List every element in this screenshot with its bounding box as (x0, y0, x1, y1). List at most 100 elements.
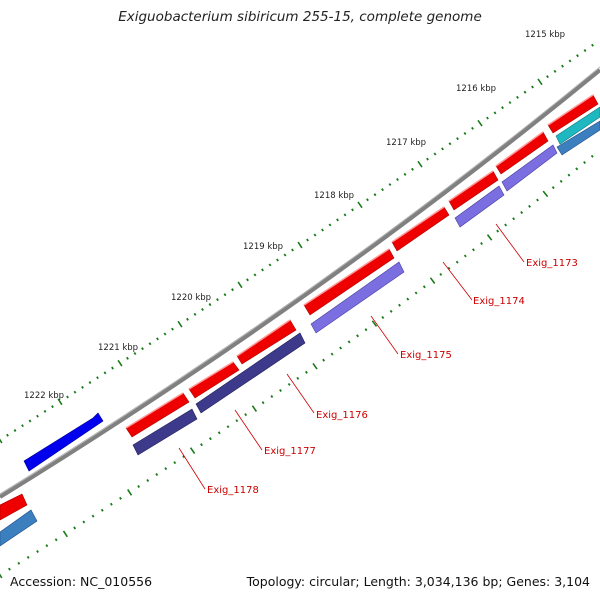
scale-tick (516, 95, 519, 99)
inner-scale-tick (590, 154, 594, 158)
scale-tick (448, 142, 452, 146)
inner-scale-ticks (0, 154, 594, 579)
inner-scale-tick (429, 277, 436, 284)
inner-scale-tick (536, 198, 539, 202)
inner-scale-tick (389, 309, 393, 313)
scale-tick (88, 381, 92, 385)
scale-tick (148, 342, 152, 346)
inner-scale-tick (512, 217, 516, 221)
scale-tick (208, 303, 212, 307)
scale-tick (126, 356, 129, 360)
scale-tick (366, 198, 369, 202)
gene-reverse-light (501, 144, 558, 192)
scale-tick (403, 172, 407, 176)
scale-tick (141, 347, 144, 351)
map-title: Exiguobacterium sibiricum 255-15, comple… (118, 9, 482, 25)
inner-scale-tick (91, 514, 95, 518)
scale-tick (357, 201, 363, 209)
scale-tick (306, 238, 309, 242)
inner-scale-tick (347, 340, 351, 344)
forward-genes (0, 94, 599, 521)
inner-scale-tick (155, 473, 159, 476)
inner-scale-tick (364, 328, 368, 332)
scale-label-1222: 1222 kbp (24, 391, 64, 401)
gene-label-exig-1174[interactable]: Exig_1174 (473, 296, 525, 307)
inner-scale-tick (45, 544, 49, 548)
scale-label-1218: 1218 kbp (314, 191, 354, 201)
inner-scale-tick (36, 550, 39, 553)
gene-steel-feature-top (556, 120, 600, 156)
scale-tick (546, 75, 549, 79)
inner-scale-tick (583, 161, 587, 165)
gene-steel-feature-bottom (0, 509, 38, 547)
gene-label-exig-1177[interactable]: Exig_1177 (264, 446, 316, 457)
inner-scale-tick (287, 382, 291, 386)
scale-tick (51, 405, 54, 409)
inner-scale-tick (496, 229, 500, 233)
inner-scale-tick (146, 479, 150, 482)
inner-scale-tick (182, 455, 186, 459)
inner-scale-tick (226, 425, 230, 429)
scale-label-1220: 1220 kbp (171, 293, 211, 303)
scale-tick (531, 85, 534, 89)
scale-tick (313, 233, 317, 237)
inner-scale-tick (575, 167, 579, 171)
scale-tick (508, 101, 512, 105)
scale-tick (553, 69, 557, 73)
inner-scale-tick (480, 242, 484, 246)
scale-tick (583, 48, 587, 53)
inner-scale-tick (463, 254, 467, 258)
scale-tick (328, 223, 332, 227)
scale-tick (291, 248, 294, 252)
scale-tick (426, 157, 429, 161)
scale-label-1216: 1216 kbp (456, 84, 496, 94)
scale-tick (463, 131, 467, 136)
scale-tick (343, 213, 347, 217)
inner-scale-tick (62, 530, 68, 538)
reverse-genes (132, 144, 558, 456)
gene-reverse-dark (132, 408, 198, 456)
scale-ticks (0, 43, 594, 444)
scale-tick (13, 429, 17, 432)
scale-tick (253, 273, 257, 277)
scale-tick (351, 208, 354, 212)
inner-scale-tick (173, 461, 177, 465)
inner-scale-tick (127, 489, 133, 496)
scale-tick (231, 288, 234, 292)
scale-tick (321, 228, 324, 232)
scale-tick (297, 241, 303, 249)
gene-label-exig-1178[interactable]: Exig_1178 (207, 485, 259, 496)
gene-label-exig-1175[interactable]: Exig_1175 (400, 350, 452, 361)
scale-tick (96, 376, 99, 380)
inner-scale-tick (322, 358, 326, 362)
scale-tick (477, 119, 483, 127)
scale-tick (186, 317, 189, 321)
inner-scale-tick (137, 485, 141, 488)
inner-scale-tick (422, 285, 426, 289)
scale-tick (36, 414, 39, 418)
scale-tick (0, 438, 3, 444)
scale-tick (66, 395, 69, 399)
scale-tick (471, 126, 474, 130)
inner-scale-tick (261, 401, 265, 405)
gene-label-exig-1173[interactable]: Exig_1173 (526, 258, 578, 269)
inner-scale-tick (251, 405, 258, 412)
inner-scale-tick (119, 496, 122, 500)
inner-scale-tick (82, 520, 86, 524)
inner-scale-tick (398, 303, 401, 307)
scale-tick (568, 59, 572, 63)
gene-forward-blue (23, 412, 104, 472)
genome-backbone (0, 68, 600, 499)
inner-scale-tick (296, 376, 300, 380)
inner-scale-tick (414, 291, 418, 295)
inner-scale-tick (339, 346, 343, 350)
genome-backbone-highlight (0, 66, 600, 495)
scale-tick (411, 167, 414, 171)
scale-tick (156, 337, 159, 341)
scale-tick (73, 390, 77, 394)
inner-scale-tick (356, 334, 360, 338)
gene-label-exig-1176[interactable]: Exig_1176 (316, 410, 368, 421)
scale-tick (261, 268, 264, 272)
scale-tick (417, 160, 423, 168)
inner-scale-tick (504, 223, 508, 227)
